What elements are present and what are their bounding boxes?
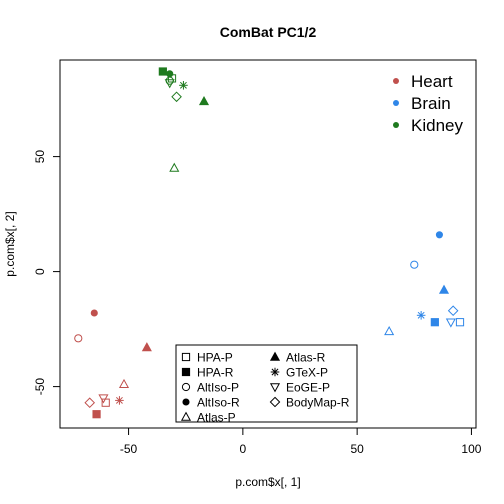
x-tick-label: 100: [461, 442, 481, 456]
data-point: [179, 81, 188, 90]
data-point: [447, 305, 459, 317]
shape-legend-item: HPA-P: [181, 351, 233, 365]
shape-legend-marker: [270, 367, 280, 377]
axes: -50 0 50 100 -50 0 50: [33, 150, 482, 456]
shape-legend-item: GTeX-P: [270, 366, 328, 380]
shape-legend-label: Atlas-R: [286, 351, 326, 365]
data-point: [92, 410, 101, 419]
shape-legend-marker: [269, 383, 281, 393]
shape-legend-marker: [269, 396, 281, 408]
data-point: [166, 70, 174, 78]
data-point: [445, 318, 456, 328]
shape-legend-label: BodyMap-R: [286, 396, 350, 410]
data-point: [435, 231, 443, 239]
data-point: [198, 95, 210, 106]
shape-legend-label: HPA-R: [197, 366, 234, 380]
x-axis-label: p.com$x[, 1]: [235, 475, 300, 489]
x-tick-label: -50: [120, 442, 138, 456]
data-point: [438, 284, 450, 294]
shape-legend-item: AltIso-R: [182, 396, 240, 410]
shape-legend-item: EoGE-P: [269, 381, 330, 395]
color-legend-item: Kidney: [393, 116, 463, 135]
shape-legend-marker: [269, 351, 281, 361]
data-point: [115, 396, 124, 405]
shape-legend-item: Atlas-R: [269, 351, 326, 365]
shape-legend-marker: [181, 367, 191, 377]
x-tick-label: 50: [350, 442, 364, 456]
color-legend-item: Heart: [393, 72, 453, 91]
data-point: [98, 394, 109, 404]
color-legend-swatch: [393, 122, 399, 128]
shape-legend-marker: [181, 382, 191, 392]
y-tick-label: -50: [33, 378, 47, 396]
color-legend-item: Brain: [393, 94, 451, 113]
x-tick-label: 0: [240, 442, 247, 456]
data-point: [118, 378, 130, 388]
data-point: [158, 67, 167, 76]
data-point: [430, 318, 439, 327]
shape-legend-marker: [181, 352, 191, 362]
color-legend-label: Brain: [411, 94, 451, 113]
data-point: [455, 318, 465, 327]
shape-legend-label: EoGE-P: [286, 381, 330, 395]
shape-legend-item: BodyMap-R: [269, 396, 350, 410]
y-tick-label: 0: [33, 268, 47, 275]
data-point: [164, 79, 175, 89]
data-point: [169, 162, 180, 172]
data-points: [74, 67, 465, 419]
shape-legend-label: AltIso-R: [197, 396, 240, 410]
chart-title: ComBat PC1/2: [220, 24, 317, 40]
shape-legend-label: GTeX-P: [286, 366, 328, 380]
shape-legend-marker: [180, 411, 192, 421]
data-point: [416, 311, 426, 320]
color-legend-swatch: [393, 100, 399, 106]
color-legend-label: Heart: [411, 72, 453, 91]
data-point: [141, 342, 152, 352]
color-legend-label: Kidney: [411, 116, 463, 135]
data-point: [171, 91, 182, 103]
data-point: [74, 334, 83, 343]
shape-legend-item: AltIso-P: [181, 381, 239, 395]
color-legend-swatch: [393, 78, 399, 84]
shape-legend-marker: [182, 398, 190, 406]
shape-legend-label: AltIso-P: [197, 381, 239, 395]
y-axis-label: p.com$x[, 2]: [3, 211, 17, 276]
shape-legend-item: HPA-R: [181, 366, 234, 380]
data-point: [384, 325, 395, 336]
shape-legend-label: Atlas-P: [197, 411, 236, 425]
y-tick-label: 50: [33, 150, 47, 164]
shape-legend-item: Atlas-P: [180, 411, 236, 425]
color-legend: Heart Brain Kidney: [393, 72, 463, 135]
shape-legend-label: HPA-P: [197, 351, 233, 365]
data-point: [84, 397, 96, 409]
shape-legend-box: [175, 344, 358, 423]
data-point: [90, 309, 98, 317]
data-point: [410, 260, 419, 269]
